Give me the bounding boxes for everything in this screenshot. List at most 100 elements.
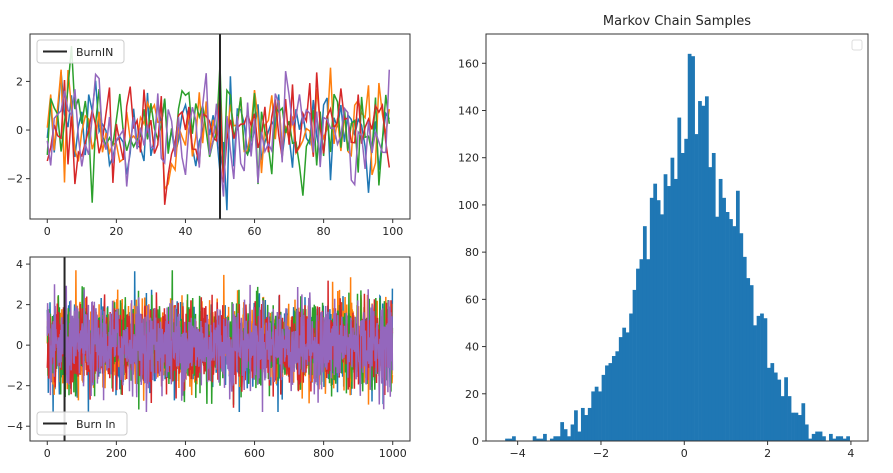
trace-series-5	[46, 284, 394, 413]
histogram-bar	[780, 396, 785, 441]
histogram-bar	[815, 431, 819, 441]
histogram-bar	[742, 256, 747, 441]
histogram-bar	[632, 289, 637, 441]
histogram-bar	[539, 438, 544, 441]
histogram-bar	[773, 372, 778, 441]
histogram-bar	[577, 431, 582, 441]
histogram-bar	[570, 424, 575, 441]
histogram-bar	[835, 436, 840, 441]
y-tick-label: 4	[16, 258, 23, 271]
y-tick-label: 140	[458, 104, 479, 117]
trace-series-4	[46, 72, 391, 205]
x-tick-label: 0	[681, 447, 688, 460]
y-tick-label: 40	[465, 341, 479, 354]
histogram-bar	[670, 157, 675, 441]
legend-label: BurnIN	[76, 46, 113, 59]
histogram-bar	[536, 438, 540, 441]
histogram-bar	[698, 101, 702, 441]
histogram-bar	[574, 410, 578, 441]
histogram-bar	[811, 433, 816, 441]
x-tick-label: 80	[317, 225, 331, 238]
histogram-bar	[660, 214, 664, 441]
x-tick-label: 60	[248, 225, 262, 238]
y-tick-label: 120	[458, 152, 479, 165]
x-tick-label: 800	[313, 447, 334, 460]
legend: Burn In	[36, 411, 128, 436]
histogram-bar	[735, 190, 740, 441]
x-tick-label: 40	[178, 225, 192, 238]
axes-frame	[485, 33, 869, 442]
histogram-bar	[691, 56, 695, 441]
histogram-bar	[601, 374, 606, 441]
histogram-bar	[687, 53, 692, 441]
histogram-bar	[763, 318, 768, 441]
histogram-bar	[532, 436, 537, 441]
histogram-bar	[680, 152, 685, 441]
histogram-bar	[622, 327, 627, 441]
y-tick-label: 160	[458, 57, 479, 70]
histogram-bar	[732, 226, 737, 441]
histogram-bar	[646, 259, 651, 441]
histogram-bar	[584, 415, 589, 441]
y-tick-label: 2	[16, 299, 23, 312]
histogram-bar	[701, 105, 706, 441]
y-tick-label: 2	[16, 75, 23, 88]
y-tick-label: 0	[16, 339, 23, 352]
legend-label: Burn In	[76, 418, 116, 431]
x-tick-label: −4	[510, 447, 526, 460]
histogram-bar	[625, 332, 630, 441]
histogram-bar	[629, 313, 633, 441]
histogram-bar	[787, 396, 792, 441]
histogram-bar	[563, 429, 568, 441]
histogram-bar	[605, 365, 609, 441]
histogram-bar	[729, 219, 733, 441]
histogram-bar	[587, 407, 592, 441]
histogram-bar	[505, 438, 509, 441]
histogram-bar	[818, 431, 823, 441]
histogram-bar	[753, 325, 757, 441]
histogram-bar	[649, 197, 654, 441]
histogram-bar	[797, 415, 802, 441]
plot-area	[505, 53, 850, 441]
histogram-bar	[808, 438, 813, 441]
x-tick-label: 20	[109, 225, 123, 238]
histogram-bar	[784, 377, 788, 441]
axes-1: 0 20 40 60 80 100 −2 0 2 BurnIN	[7, 33, 411, 238]
histogram-bar	[777, 379, 782, 441]
legend-box	[36, 39, 125, 64]
histogram-bar	[512, 436, 516, 441]
legend: BurnIN	[36, 39, 125, 64]
histogram-bar	[746, 278, 751, 441]
histogram-bar	[677, 117, 682, 441]
histogram-bar	[684, 138, 689, 441]
histogram-bar	[543, 433, 547, 441]
x-tick-label: 2	[764, 447, 771, 460]
axes-frame	[29, 33, 411, 220]
y-tick-label: 0	[472, 435, 479, 448]
histogram-bar	[567, 436, 571, 441]
histogram-bar	[725, 212, 730, 441]
x-tick-label: 400	[175, 447, 196, 460]
histogram-bar	[556, 436, 561, 441]
legend-box	[36, 411, 128, 436]
y-tick-label: 60	[465, 293, 479, 306]
histogram-bar	[822, 436, 826, 441]
histogram-bar	[760, 313, 764, 441]
histogram-bar	[653, 183, 658, 441]
x-tick-label: 1000	[379, 447, 407, 460]
y-tick-label: 100	[458, 199, 479, 212]
histogram-bar	[718, 178, 723, 441]
histogram-bar	[846, 436, 850, 441]
histogram-bar	[549, 438, 554, 441]
histogram-bar	[611, 356, 616, 441]
histogram-bar	[722, 197, 726, 441]
x-tick-label: 200	[106, 447, 127, 460]
histogram-bar	[591, 391, 596, 441]
trace-series-5	[46, 69, 391, 197]
x-tick-label: −2	[593, 447, 609, 460]
histogram-bar	[708, 167, 713, 441]
histogram-bar	[639, 259, 644, 441]
histogram-bar	[801, 403, 806, 441]
